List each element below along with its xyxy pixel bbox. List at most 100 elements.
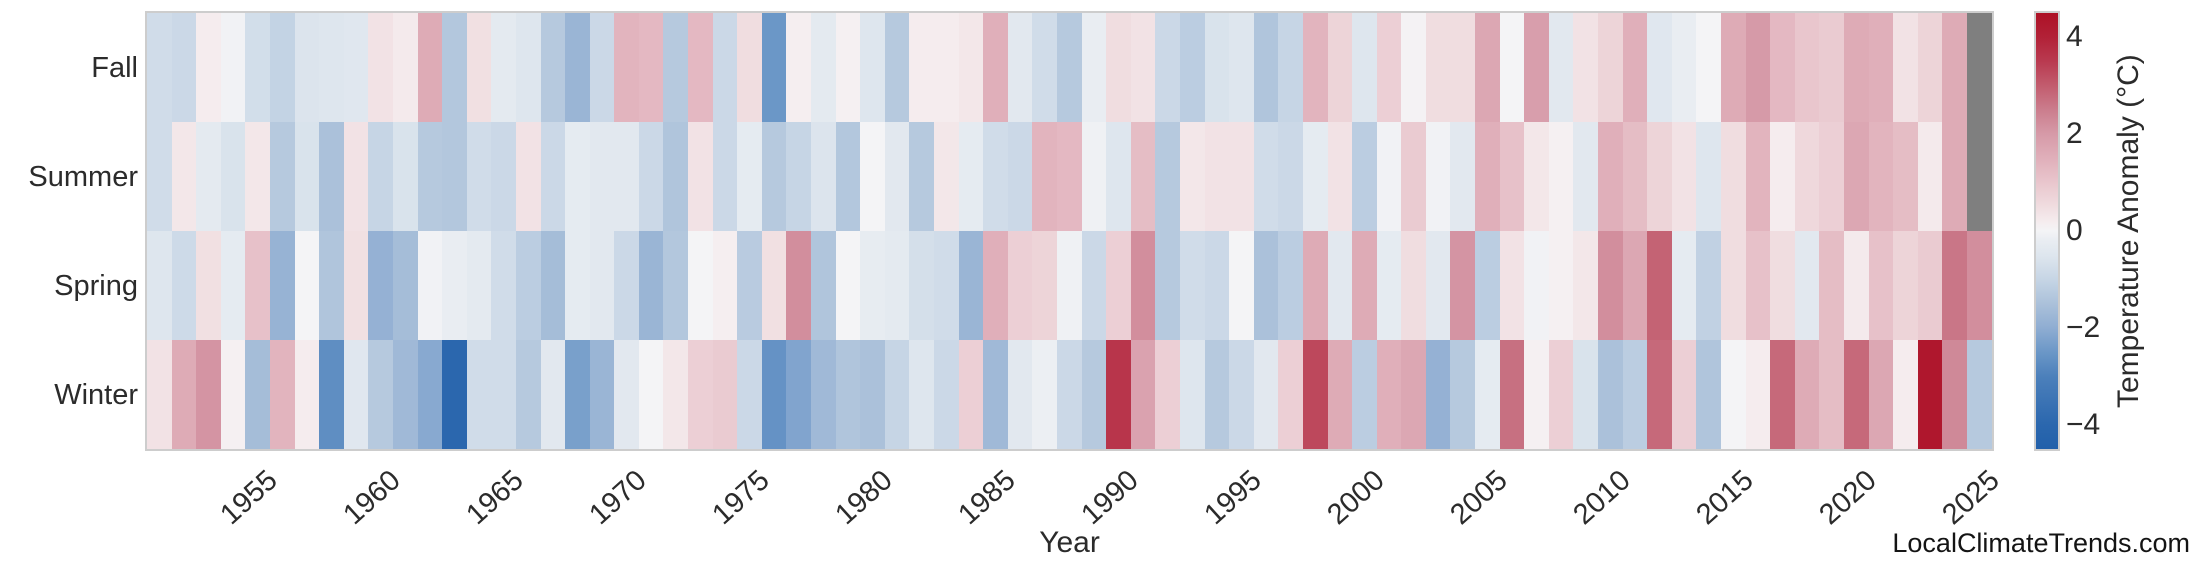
heatmap-cell — [1352, 13, 1377, 122]
heatmap-cell — [884, 13, 910, 122]
heatmap-cell — [466, 340, 492, 449]
heatmap-cell — [712, 340, 738, 449]
heatmap-cell — [1179, 122, 1205, 231]
heatmap-cell — [220, 122, 246, 231]
heatmap-cell — [1843, 340, 1869, 449]
heatmap-cell — [589, 122, 615, 231]
heatmap-cell — [196, 340, 221, 449]
heatmap-cell — [171, 13, 197, 122]
heatmap-cell — [1647, 340, 1672, 449]
heatmap-cell — [811, 231, 836, 340]
heatmap-cell — [1352, 231, 1377, 340]
heatmap-cell — [737, 340, 762, 449]
heatmap-row-winter — [147, 340, 1992, 449]
heatmap-cell — [1942, 13, 1967, 122]
heatmap-cell — [1204, 231, 1230, 340]
heatmap-cell — [245, 122, 270, 231]
heatmap-cell — [1204, 122, 1230, 231]
colorbar-tick-label: −4 — [2066, 407, 2101, 441]
row-label-summer: Summer — [28, 160, 138, 193]
heatmap-cell — [1032, 340, 1057, 449]
heatmap-cell — [1106, 13, 1131, 122]
heatmap-cell — [1524, 122, 1549, 231]
heatmap-cell — [614, 231, 639, 340]
heatmap-cell — [1671, 13, 1697, 122]
heatmap-cell — [171, 231, 197, 340]
heatmap-cell — [1647, 231, 1672, 340]
heatmap-cell — [1253, 122, 1279, 231]
heatmap-cell — [688, 340, 713, 449]
heatmap-cell — [934, 122, 959, 231]
heatmap-cell — [1253, 340, 1279, 449]
heatmap-cell — [1179, 13, 1205, 122]
heatmap-cell — [1327, 122, 1353, 231]
heatmap-cell — [1966, 340, 1992, 449]
heatmap-cell — [294, 13, 320, 122]
colorbar-tick-label: 0 — [2066, 214, 2083, 247]
heatmap-cell — [737, 122, 762, 231]
heatmap-cell — [1475, 231, 1500, 340]
heatmap-cell — [909, 122, 934, 231]
heatmap-cell — [1425, 122, 1451, 231]
heatmap-cell — [1794, 122, 1820, 231]
heatmap-cell — [688, 13, 713, 122]
heatmap-cell — [958, 231, 984, 340]
x-tick-label: 1970 — [583, 464, 653, 532]
heatmap-cell — [1696, 340, 1721, 449]
heatmap-cell — [442, 122, 467, 231]
heatmap-cell — [860, 122, 885, 231]
heatmap-cell — [786, 231, 812, 340]
heatmap-cell — [1376, 231, 1402, 340]
x-tick-label: 2015 — [1690, 464, 1760, 532]
heatmap-cell — [1622, 13, 1648, 122]
heatmap-cell — [1229, 122, 1254, 231]
colorbar-tick-label: −2 — [2066, 310, 2101, 344]
heatmap-cell — [442, 231, 467, 340]
heatmap-cell — [958, 13, 984, 122]
heatmap-cell — [220, 231, 246, 340]
heatmap-cell — [442, 13, 467, 122]
heatmap-cell — [1056, 231, 1082, 340]
heatmap-cell — [1155, 122, 1180, 231]
heatmap-cell — [1130, 231, 1156, 340]
heatmap-cell — [1302, 231, 1328, 340]
heatmap-cell — [835, 340, 861, 449]
heatmap-cell — [1942, 231, 1967, 340]
heatmap-cell — [245, 13, 270, 122]
heatmap-cell — [392, 231, 418, 340]
heatmap-cell — [1106, 231, 1131, 340]
x-tick-label: 1960 — [337, 464, 407, 532]
heatmap-cell — [1081, 231, 1107, 340]
heatmap-cell — [343, 340, 369, 449]
heatmap-cell — [786, 13, 812, 122]
heatmap-cell — [1253, 13, 1279, 122]
heatmap-cell — [1179, 231, 1205, 340]
heatmap-cell — [1450, 122, 1476, 231]
heatmap-cell — [466, 122, 492, 231]
heatmap-cell — [1425, 13, 1451, 122]
heatmap-cell — [1966, 231, 1992, 340]
heatmap-cell — [860, 340, 885, 449]
heatmap-cell — [1622, 231, 1648, 340]
heatmap-cell — [368, 231, 393, 340]
heatmap-cell — [1671, 122, 1697, 231]
heatmap-cell — [368, 122, 393, 231]
row-label-spring: Spring — [54, 269, 138, 302]
heatmap-cell — [269, 340, 295, 449]
heatmap-cell — [1598, 13, 1623, 122]
row-label-winter: Winter — [54, 378, 138, 411]
heatmap-cell — [319, 13, 344, 122]
heatmap-cell — [1548, 340, 1574, 449]
heatmap-cell — [1032, 122, 1057, 231]
x-tick-label: 2000 — [1321, 464, 1391, 532]
heatmap-cell — [1598, 340, 1623, 449]
heatmap-cell — [1794, 231, 1820, 340]
heatmap-cell — [1893, 231, 1918, 340]
heatmap-cell — [220, 13, 246, 122]
heatmap-cell — [1401, 122, 1426, 231]
heatmap-cell — [269, 13, 295, 122]
heatmap-cell — [638, 13, 664, 122]
heatmap-cell — [1745, 13, 1771, 122]
heatmap-cell — [884, 231, 910, 340]
heatmap-cell — [1843, 122, 1869, 231]
